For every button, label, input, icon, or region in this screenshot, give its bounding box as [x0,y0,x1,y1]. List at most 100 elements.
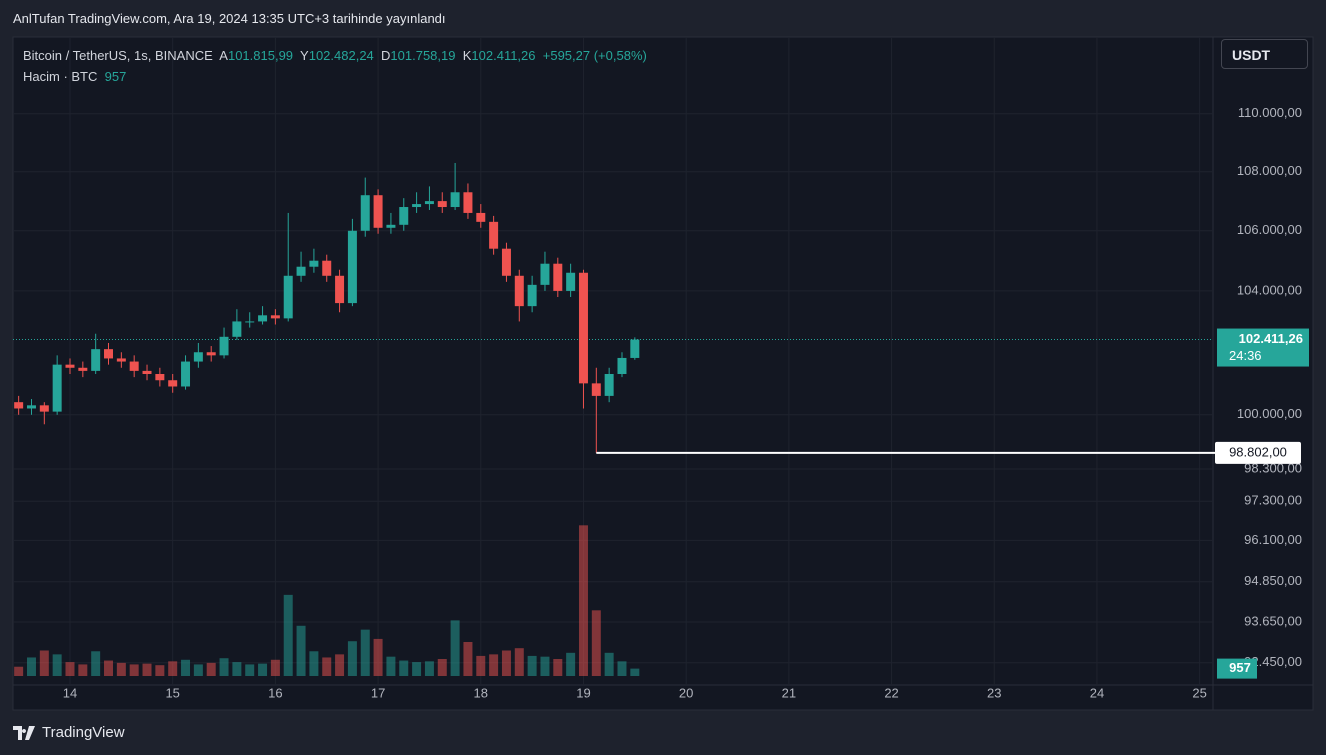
y-tick-label: 100.000,00 [1237,406,1302,421]
logo [13,725,35,740]
candle-body [206,352,216,356]
candle-body [630,339,640,358]
volume-bar [26,657,36,676]
candle-body [386,224,396,228]
low-value: 101.758,19 [390,48,456,63]
x-tick-label: 18 [474,685,488,700]
y-tick-label: 110.000,00 [1238,105,1302,120]
close-value: 102.411,26 [471,48,536,63]
candle-body [232,321,242,337]
volume-tag-label: 957 [1229,660,1251,675]
volume-bar [476,655,486,676]
volume-bar [566,652,576,676]
x-tick-label: 20 [679,685,693,700]
candle-body [219,336,229,356]
candle-body [604,373,614,396]
volume-bar [553,659,563,676]
x-tick-label: 21 [782,685,796,700]
candle-body [258,315,268,322]
annotation-tag [1215,441,1301,464]
volume-bar [424,661,434,676]
y-tick-label: 104.000,00 [1237,282,1302,297]
volume-label: Hacim · BTC [23,69,98,84]
volume-bar [527,655,537,676]
volume-bar [399,660,409,676]
volume-bar [193,664,203,676]
candle-body [283,275,293,319]
chart: 110.000,00 108.000,00 106.000,00 104.000,00… [12,36,1314,711]
candle-body [437,201,447,208]
volume-bar [412,662,422,676]
candle-body [591,383,601,396]
candle-body [514,275,524,307]
candle-body [360,195,370,231]
ohlc-row: Bitcoin / TetherUS, 1s, BINANCE A101.815… [23,45,647,66]
volume-bar [258,663,268,676]
volume-bar [437,659,447,676]
high-label: Y [300,48,309,63]
volume-bar [91,651,101,676]
candle-body [309,260,319,267]
y-tick-label: 93.650,00 [1244,613,1302,628]
candle-body [65,364,75,368]
candle-body [540,263,550,285]
volume-value: 957 [104,69,127,84]
low-label: D [381,48,391,63]
y-tick-label: 106.000,00 [1237,222,1302,237]
candle-body [578,272,588,384]
volume-bar [52,654,62,676]
volume-bar [129,664,139,676]
open-value: 101.815,99 [227,48,294,63]
volume-tag [1217,658,1257,679]
volume-bar [155,665,165,676]
y-tick-label: 94.850,00 [1244,573,1302,588]
candle-body [52,364,62,412]
volume-bar [65,662,75,676]
y-tick-label: 108.000,00 [1237,163,1302,178]
volume-bar [206,662,216,676]
currency-button[interactable]: USDT [1221,39,1308,69]
volume-bar [463,642,473,676]
chart-panel [12,36,1314,711]
candle-body [617,357,627,374]
candle-body [347,230,357,304]
volume-bar [296,625,306,676]
x-tick-label: 23 [987,685,1001,700]
candle-body [193,352,203,362]
volume-bar [501,650,511,676]
candle-body [142,370,152,374]
volume-bar [489,654,499,676]
x-tick-label: 15 [165,685,179,700]
volume-bar [514,648,524,676]
volume-bar [450,620,460,676]
candle-body [553,263,563,291]
x-tick-label: 25 [1192,685,1206,700]
volume-bar [373,638,383,676]
symbol: Bitcoin / TetherUS, 1s, BINANCE [23,48,213,63]
volume-bar [386,656,396,676]
volume-bar [14,666,24,676]
candle-body [245,321,255,323]
volume-bar [116,662,126,676]
high-value: 102.482,24 [308,48,374,63]
candle-body [335,275,345,304]
volume-bar [245,664,255,676]
candle-body [424,201,434,205]
candle-body [463,192,473,213]
brand: TradingView [42,724,125,741]
annotation-label: 98.802,00 [1229,444,1287,459]
candle-body [14,402,24,409]
candle-body [155,373,165,381]
candle-body [78,367,88,371]
candle-body [296,266,306,276]
x-tick-label: 16 [268,685,282,700]
volume-bar [360,629,370,676]
volume-bar [578,525,588,676]
candle-body [104,349,113,359]
volume-bar [142,663,152,676]
volume-bar [347,641,357,676]
volume-bar [181,659,191,676]
volume-bar [232,662,242,676]
legend: Bitcoin / TetherUS, 1s, BINANCE A101.815… [23,45,647,87]
volume-bar [322,657,332,676]
